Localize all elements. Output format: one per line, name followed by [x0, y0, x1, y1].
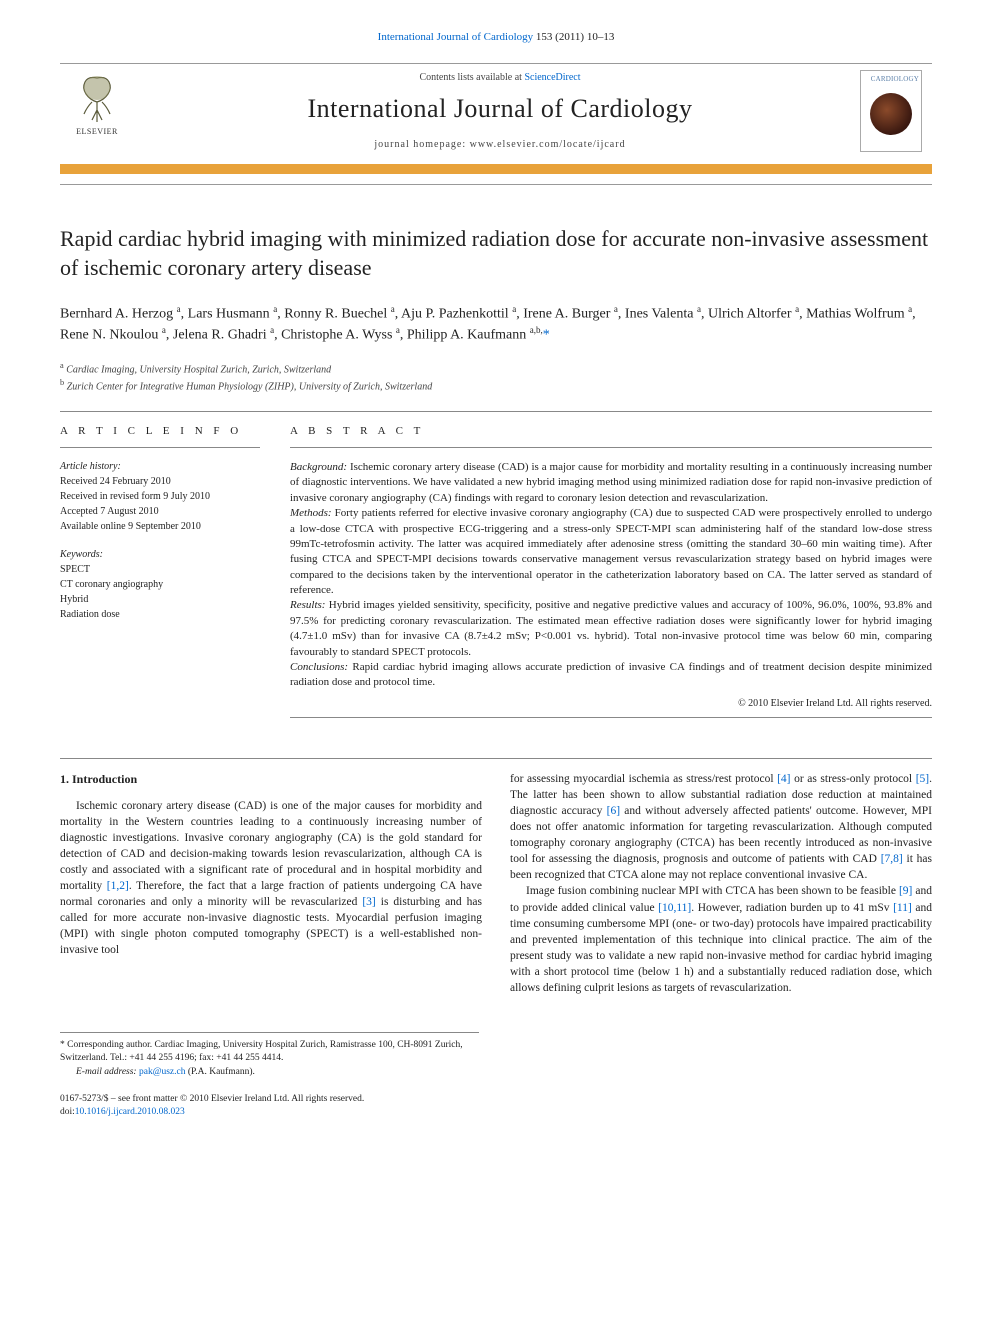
- abstract-conclusions: Conclusions: Rapid cardiac hybrid imagin…: [290, 660, 932, 691]
- history-label: Article history:: [60, 460, 260, 474]
- citation-link[interactable]: [3]: [362, 896, 375, 908]
- affiliation-a: Cardiac Imaging, University Hospital Zur…: [66, 364, 331, 375]
- revised-date: Received in revised form 9 July 2010: [60, 490, 260, 504]
- abstract-text: Rapid cardiac hybrid imaging allows accu…: [290, 661, 932, 688]
- online-date: Available online 9 September 2010: [60, 520, 260, 534]
- keyword: SPECT: [60, 563, 260, 577]
- doi-label: doi:: [60, 1107, 75, 1117]
- cover-image-icon: [870, 93, 912, 135]
- journal-cover-thumbnail: CARDIOLOGY: [860, 70, 922, 152]
- author-list: Bernhard A. Herzog a, Lars Husmann a, Ro…: [60, 303, 932, 346]
- abstract-background: Background: Ischemic coronary artery dis…: [290, 460, 932, 506]
- contents-prefix: Contents lists available at: [419, 72, 524, 83]
- masthead: ELSEVIER Contents lists available at Sci…: [60, 63, 932, 185]
- intro-paragraph-cont: for assessing myocardial ischemia as str…: [510, 771, 932, 884]
- elsevier-tree-icon: [72, 72, 122, 124]
- citation-link[interactable]: [6]: [607, 805, 620, 817]
- abstract-copyright: © 2010 Elsevier Ireland Ltd. All rights …: [290, 697, 932, 711]
- email-attribution: (P.A. Kaufmann).: [185, 1067, 254, 1077]
- email-link[interactable]: pak@usz.ch: [139, 1067, 185, 1077]
- keyword: Hybrid: [60, 593, 260, 607]
- article-info-column: A R T I C L E I N F O Article history: R…: [60, 424, 260, 730]
- body-text: or as stress-only protocol: [791, 773, 916, 785]
- body-text: for assessing myocardial ischemia as str…: [510, 773, 777, 785]
- divider: [290, 447, 932, 448]
- introduction-heading: 1. Introduction: [60, 771, 482, 788]
- article-title: Rapid cardiac hybrid imaging with minimi…: [60, 225, 932, 282]
- corresponding-author-footnote: * Corresponding author. Cardiac Imaging,…: [60, 1032, 479, 1079]
- divider: [290, 717, 932, 718]
- abstract-text: Hybrid images yielded sensitivity, speci…: [290, 599, 932, 657]
- elsevier-label: ELSEVIER: [76, 126, 118, 137]
- abstract-label: Results:: [290, 599, 325, 611]
- body-column-right: for assessing myocardial ischemia as str…: [510, 771, 932, 996]
- intro-paragraph: Ischemic coronary artery disease (CAD) i…: [60, 798, 482, 959]
- keyword: Radiation dose: [60, 608, 260, 622]
- citation-link[interactable]: [9]: [899, 885, 912, 897]
- journal-title: International Journal of Cardiology: [140, 91, 860, 127]
- divider: [60, 411, 932, 412]
- affiliation-b: Zurich Center for Integrative Human Phys…: [67, 382, 433, 393]
- abstract-text: Ischemic coronary artery disease (CAD) i…: [290, 461, 932, 504]
- page-footer: 0167-5273/$ – see front matter © 2010 El…: [60, 1093, 932, 1120]
- body-text: . However, radiation burden up to 41 mSv: [691, 902, 893, 914]
- intro-paragraph-2: Image fusion combining nuclear MPI with …: [510, 883, 932, 996]
- accepted-date: Accepted 7 August 2010: [60, 505, 260, 519]
- abstract-label: Conclusions:: [290, 661, 348, 673]
- contents-line: Contents lists available at ScienceDirec…: [140, 71, 860, 85]
- keyword: CT coronary angiography: [60, 578, 260, 592]
- citation-link[interactable]: [7,8]: [881, 853, 903, 865]
- journal-reference: International Journal of Cardiology 153 …: [60, 30, 932, 45]
- affiliations: a Cardiac Imaging, University Hospital Z…: [60, 360, 932, 395]
- divider: [60, 758, 932, 759]
- body-text: Ischemic coronary artery disease (CAD) i…: [60, 800, 482, 892]
- email-label: E-mail address:: [76, 1067, 137, 1077]
- doi-link[interactable]: 10.1016/j.ijcard.2010.08.023: [75, 1107, 185, 1117]
- front-matter-line: 0167-5273/$ – see front matter © 2010 El…: [60, 1093, 932, 1106]
- corr-author-text: * Corresponding author. Cardiac Imaging,…: [60, 1039, 479, 1066]
- article-info-header: A R T I C L E I N F O: [60, 424, 260, 439]
- sciencedirect-link[interactable]: ScienceDirect: [524, 72, 580, 83]
- abstract-methods: Methods: Forty patients referred for ele…: [290, 506, 932, 598]
- journal-homepage: journal homepage: www.elsevier.com/locat…: [140, 138, 860, 152]
- citation-link[interactable]: [11]: [893, 902, 912, 914]
- body-text: Image fusion combining nuclear MPI with …: [526, 885, 899, 897]
- received-date: Received 24 February 2010: [60, 475, 260, 489]
- abstract-header: A B S T R A C T: [290, 424, 932, 439]
- citation-link[interactable]: [10,11]: [658, 902, 691, 914]
- cover-title: CARDIOLOGY: [863, 75, 919, 85]
- abstract-results: Results: Hybrid images yielded sensitivi…: [290, 598, 932, 660]
- masthead-orange-bar: [60, 164, 932, 174]
- keywords-label: Keywords:: [60, 548, 260, 562]
- citation-link[interactable]: [1,2]: [107, 880, 129, 892]
- body-columns: 1. Introduction Ischemic coronary artery…: [60, 771, 932, 996]
- body-text: and time consuming cumbersome MPI (one- …: [510, 902, 932, 994]
- abstract-label: Methods:: [290, 507, 332, 519]
- abstract-label: Background:: [290, 461, 347, 473]
- body-column-left: 1. Introduction Ischemic coronary artery…: [60, 771, 482, 996]
- publisher-logo-block: ELSEVIER: [62, 72, 140, 150]
- journal-name-link[interactable]: International Journal of Cardiology: [378, 31, 534, 43]
- journal-citation: 153 (2011) 10–13: [533, 31, 614, 43]
- divider: [60, 447, 260, 448]
- abstract-column: A B S T R A C T Background: Ischemic cor…: [290, 424, 932, 730]
- citation-link[interactable]: [4]: [777, 773, 790, 785]
- abstract-text: Forty patients referred for elective inv…: [290, 507, 932, 596]
- citation-link[interactable]: [5]: [916, 773, 929, 785]
